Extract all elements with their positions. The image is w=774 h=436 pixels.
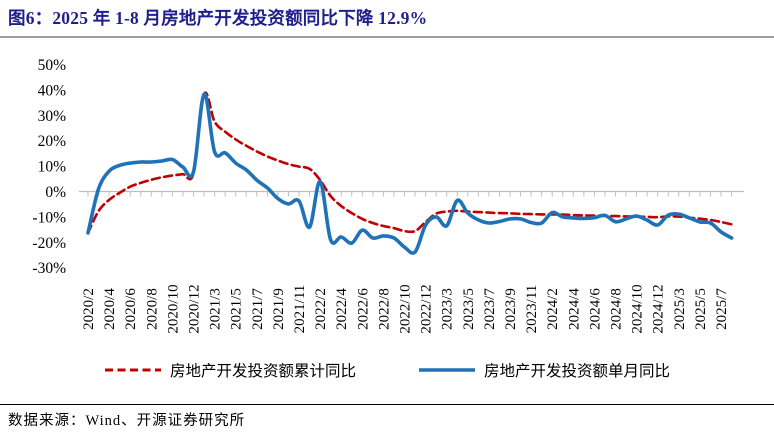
title-divider (0, 36, 774, 38)
x-tick-label: 2022/2 (313, 288, 329, 330)
legend-label-monthly: 房地产开发投资额单月同比 (484, 363, 671, 380)
y-tick-label: -20% (32, 235, 66, 252)
dashed-line-icon (104, 368, 161, 372)
x-tick-label: 2020/6 (123, 288, 139, 330)
x-tick-label: 2022/6 (355, 288, 371, 330)
y-tick-label: 40% (38, 82, 67, 99)
x-tick-label: 2022/10 (398, 284, 414, 333)
x-tick-label: 2020/2 (81, 288, 97, 330)
x-tick-label: 2021/9 (271, 288, 287, 330)
x-tick-label: 2022/8 (376, 288, 392, 330)
y-tick-label: 10% (38, 159, 67, 176)
y-tick-label: -10% (32, 209, 66, 226)
x-tick-label: 2021/5 (229, 288, 245, 330)
legend-item-cumulative: 房地产开发投资额累计同比 (104, 359, 356, 381)
x-tick-label: 2023/7 (482, 288, 498, 330)
x-tick-label: 2022/4 (334, 288, 350, 330)
x-tick-label: 2021/11 (292, 285, 308, 334)
x-tick-label: 2023/9 (503, 288, 519, 330)
footer-divider (0, 404, 774, 405)
x-tick-label: 2025/5 (693, 288, 709, 330)
x-tick-label: 2020/8 (144, 288, 160, 330)
x-tick-label: 2024/8 (609, 288, 625, 330)
x-tick-label: 2025/3 (672, 288, 688, 330)
series-monthly-line (86, 92, 734, 255)
x-tick-label: 2021/7 (250, 288, 266, 330)
solid-line-icon (419, 368, 475, 372)
legend-label-cumulative: 房地产开发投资额累计同比 (169, 363, 356, 380)
x-tick-label: 2022/12 (419, 284, 435, 333)
legend-item-monthly: 房地产开发投资额单月同比 (418, 359, 670, 381)
x-tick-label: 2023/3 (440, 288, 456, 330)
y-tick-label: 50% (38, 57, 67, 74)
x-tick-label: 2024/2 (545, 288, 561, 330)
legend: 房地产开发投资额累计同比 房地产开发投资额单月同比 (0, 352, 774, 388)
x-tick-label: 2020/10 (165, 284, 181, 333)
x-tick-label: 2021/3 (208, 288, 224, 330)
x-tick-label: 2024/12 (651, 284, 667, 333)
x-tick-label: 2024/10 (630, 284, 646, 333)
x-tick-label: 2025/7 (714, 288, 730, 330)
x-tick-label: 2024/4 (566, 288, 582, 330)
y-tick-label: 20% (38, 133, 67, 150)
series-cumulative-line (86, 91, 733, 235)
x-tick-label: 2024/6 (587, 288, 603, 330)
y-tick-label: 30% (38, 108, 67, 125)
y-tick-label: 0% (45, 184, 66, 201)
page-title: 图6：2025 年 1-8 月房地产开发投资额同比下降 12.9% (8, 8, 428, 28)
x-tick-label: 2023/11 (524, 285, 540, 334)
x-tick-label: 2023/5 (461, 288, 477, 330)
x-tick-label: 2020/4 (102, 288, 118, 330)
data-source: 数据来源：Wind、开源证券研究所 (8, 413, 246, 429)
x-tick-label: 2020/12 (187, 284, 203, 333)
y-tick-label: -30% (32, 260, 66, 277)
